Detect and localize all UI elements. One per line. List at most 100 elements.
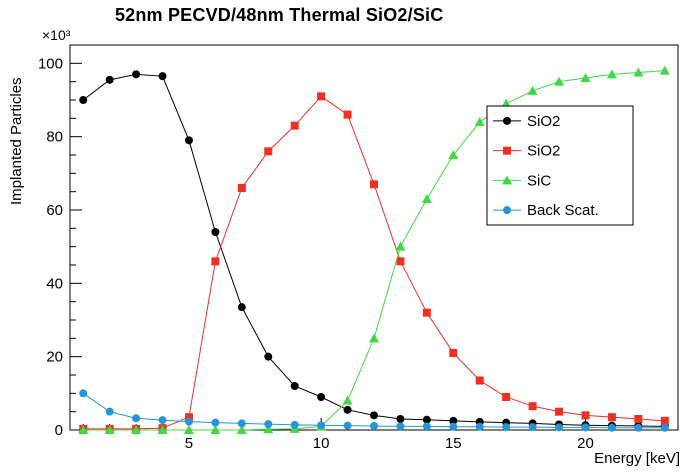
series-1-marker bbox=[449, 349, 458, 357]
series-1-marker bbox=[475, 376, 484, 385]
series-1-marker bbox=[237, 184, 246, 192]
series-3-marker bbox=[502, 423, 511, 432]
series-2-marker bbox=[342, 395, 353, 405]
series-1-marker bbox=[660, 416, 669, 425]
series-1-marker bbox=[370, 180, 378, 189]
series-2-marker bbox=[554, 76, 565, 86]
series-0-marker bbox=[264, 352, 273, 361]
chart-title: 52nm PECVD/48nm Thermal SiO2/SiC bbox=[114, 5, 444, 25]
x-tick-label: 5 bbox=[185, 435, 193, 452]
x-tick-label: 10 bbox=[313, 435, 330, 452]
series-1-marker bbox=[502, 393, 511, 401]
series-3-marker bbox=[105, 407, 114, 416]
y-tick-label: 20 bbox=[46, 349, 63, 366]
series-2-marker bbox=[606, 69, 617, 79]
series-2-marker bbox=[580, 73, 591, 82]
legend-marker bbox=[503, 116, 511, 125]
series-3-marker bbox=[184, 417, 193, 426]
series-1-marker bbox=[581, 411, 590, 420]
legend-marker bbox=[503, 206, 511, 215]
series-3-marker bbox=[660, 423, 669, 432]
series-3-marker bbox=[370, 421, 378, 430]
legend-label: SiO2 bbox=[527, 113, 560, 130]
y-axis-multiplier: ×10³ bbox=[42, 27, 71, 43]
legend-label: Back Scat. bbox=[527, 202, 599, 219]
plot-frame bbox=[69, 44, 679, 431]
series-2-marker bbox=[501, 98, 512, 108]
series-0-marker bbox=[237, 303, 246, 312]
series-1-marker bbox=[528, 402, 537, 411]
y-tick-label: 40 bbox=[46, 275, 63, 292]
y-tick-label: 0 bbox=[55, 422, 63, 439]
series-2-marker bbox=[527, 85, 538, 95]
series-1-marker bbox=[422, 308, 431, 317]
series-3-marker bbox=[211, 418, 220, 427]
series-2-marker bbox=[263, 424, 274, 434]
series-1-marker bbox=[264, 147, 273, 156]
series-2-marker bbox=[448, 150, 459, 159]
series-0-marker bbox=[79, 96, 88, 104]
series-2-marker bbox=[78, 425, 89, 434]
series-1-marker bbox=[317, 92, 326, 101]
series-0-marker bbox=[396, 415, 405, 423]
series-2-marker bbox=[395, 241, 406, 251]
series-3-marker bbox=[237, 419, 246, 428]
series-2-marker bbox=[474, 117, 485, 126]
x-tick-label: 20 bbox=[577, 435, 594, 452]
series-3-marker bbox=[555, 423, 564, 432]
series-3-marker bbox=[79, 389, 88, 398]
y-tick-label: 60 bbox=[46, 202, 63, 219]
y-tick-label: 100 bbox=[38, 55, 63, 72]
series-1-marker bbox=[396, 257, 405, 266]
series-2-marker bbox=[369, 333, 379, 343]
series-0-marker bbox=[343, 405, 352, 414]
legend-label: SiC bbox=[527, 172, 551, 189]
series-2-marker bbox=[421, 194, 432, 203]
series-0-marker bbox=[290, 382, 299, 390]
series-2-marker bbox=[157, 425, 168, 434]
series-1-marker bbox=[555, 407, 564, 416]
series-3-marker bbox=[290, 420, 299, 429]
y-tick-label: 80 bbox=[46, 129, 63, 146]
x-tick-label: 15 bbox=[445, 435, 462, 452]
series-3-marker bbox=[317, 421, 326, 430]
series-2-marker bbox=[659, 65, 670, 75]
legend-label: SiO2 bbox=[527, 143, 560, 160]
series-3-marker bbox=[581, 423, 590, 432]
series-1-marker bbox=[607, 413, 616, 422]
series-0-marker bbox=[105, 75, 114, 84]
series-3-marker bbox=[449, 422, 458, 431]
series-0-marker bbox=[449, 416, 458, 425]
series-1-marker bbox=[184, 413, 193, 422]
series-1-marker bbox=[634, 415, 643, 423]
series-3-marker bbox=[132, 414, 141, 423]
series-2-marker bbox=[131, 425, 142, 434]
series-2-marker bbox=[236, 425, 247, 434]
series-1-marker bbox=[211, 257, 220, 266]
series-1-marker bbox=[343, 110, 352, 119]
series-0-marker bbox=[132, 70, 141, 79]
series-3-marker bbox=[343, 421, 352, 430]
series-3-marker bbox=[396, 422, 405, 431]
series-2-marker bbox=[104, 425, 115, 434]
legend-box bbox=[486, 105, 634, 226]
x-axis-title: Energy [keV] bbox=[594, 450, 680, 467]
series-0-marker bbox=[184, 136, 193, 145]
series-3-marker bbox=[264, 420, 273, 429]
series-1-marker bbox=[290, 121, 299, 130]
series-3-marker bbox=[422, 422, 431, 431]
series-2-marker bbox=[633, 67, 644, 77]
legend-marker bbox=[503, 146, 511, 155]
series-3-marker bbox=[634, 423, 643, 432]
series-0-marker bbox=[211, 228, 220, 236]
series-2-marker bbox=[210, 425, 221, 434]
series-0-marker bbox=[422, 415, 431, 424]
series-3-marker bbox=[528, 423, 537, 432]
series-2-marker bbox=[183, 425, 194, 434]
series-3-marker bbox=[475, 422, 484, 431]
series-3-marker bbox=[158, 416, 167, 425]
series-0-marker bbox=[158, 72, 167, 81]
series-0-marker bbox=[317, 393, 326, 401]
